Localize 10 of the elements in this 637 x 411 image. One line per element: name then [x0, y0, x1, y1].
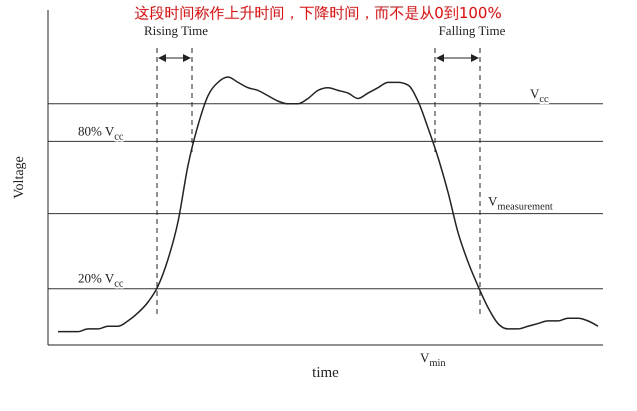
text: Falling Time [438, 23, 506, 38]
text: V$_{min}$ [420, 350, 446, 369]
ref-line-label: V$_{cc}$ [530, 86, 550, 105]
x-axis-title: time [312, 365, 340, 381]
chart-title: 这段时间称作上升时间，下降时间，而不是从0到100% [134, 4, 502, 22]
ref-line-label: 20% V$_{cc}$ [78, 270, 124, 290]
text: Rising Time [144, 23, 208, 38]
ref-line-label: V$_{measurement}$ [488, 194, 553, 213]
y-axis-title: Voltage [12, 156, 27, 199]
ref-line-label: 80% V$_{cc}$ [78, 123, 124, 142]
